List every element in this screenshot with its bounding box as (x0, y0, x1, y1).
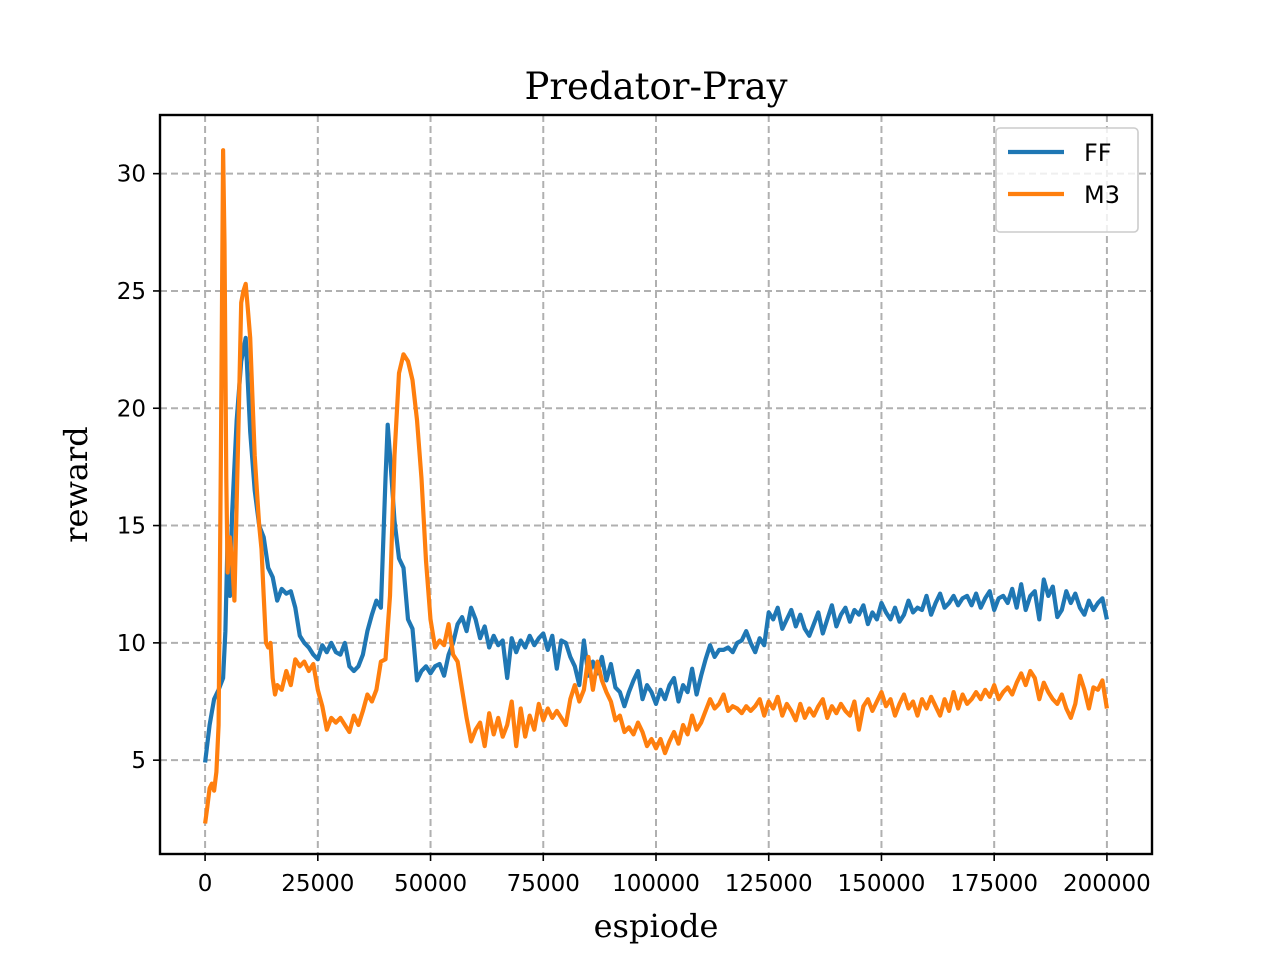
x-tick-label: 75000 (507, 871, 580, 897)
axis-ticks: 0 25000 50000 75000 100000 125000 150000 175000… (117, 162, 1151, 897)
y-tick-label: 5 (131, 748, 146, 774)
y-tick-label: 20 (117, 396, 146, 422)
x-tick-label: 200000 (1063, 871, 1151, 897)
legend-label-ff: FF (1084, 139, 1112, 167)
grid (160, 115, 1152, 854)
x-tick-label: 25000 (281, 871, 354, 897)
x-tick-label: 50000 (394, 871, 467, 897)
y-tick-label: 15 (117, 514, 146, 540)
x-tick-label: 150000 (838, 871, 926, 897)
y-tick-label: 30 (117, 162, 146, 188)
y-tick-label: 10 (117, 631, 146, 657)
series-line-m3 (203, 148, 1109, 824)
series-line-ff (203, 335, 1109, 763)
legend: FF M3 (995, 127, 1139, 233)
x-tick-label: 175000 (950, 871, 1038, 897)
legend-box (995, 127, 1139, 233)
y-axis-label: reward (57, 426, 95, 542)
chart-title: Predator-Pray (524, 65, 787, 108)
y-tick-label: 25 (117, 279, 146, 305)
x-tick-label: 125000 (725, 871, 813, 897)
series-layer (203, 148, 1109, 824)
legend-label-m3: M3 (1084, 181, 1120, 209)
x-tick-label: 0 (198, 871, 213, 897)
x-axis-label: espiode (594, 907, 719, 945)
x-tick-label: 100000 (612, 871, 700, 897)
